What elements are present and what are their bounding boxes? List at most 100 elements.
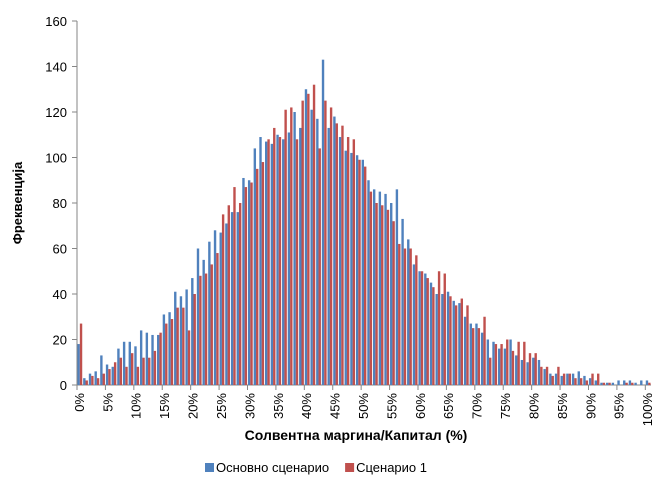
bar: [526, 362, 529, 385]
bar: [233, 187, 236, 385]
bar: [463, 316, 467, 385]
bar: [628, 380, 632, 385]
bar: [395, 189, 399, 385]
bar: [261, 162, 265, 385]
bar: [290, 107, 293, 385]
bar: [225, 223, 228, 385]
legend-swatch: [345, 463, 355, 472]
bar: [159, 332, 162, 385]
x-tick-label: 50%: [356, 393, 371, 419]
bar: [460, 298, 464, 385]
bar: [176, 307, 179, 385]
x-tick-label: 80%: [526, 393, 541, 419]
legend-label: Основно сценарио: [216, 460, 329, 475]
bar: [282, 139, 285, 385]
bar: [182, 307, 185, 385]
x-tick-label: 5%: [100, 393, 115, 412]
bar: [162, 314, 166, 385]
bar: [276, 134, 279, 385]
x-tick-label: 0%: [72, 393, 87, 412]
bar: [179, 296, 183, 385]
bar: [102, 373, 105, 385]
bar: [358, 159, 361, 385]
bar: [219, 232, 222, 385]
bar: [449, 296, 452, 385]
bar: [185, 289, 188, 385]
x-tick-label: 35%: [271, 393, 286, 419]
bar: [594, 380, 598, 385]
bar: [557, 366, 560, 385]
bar: [204, 273, 208, 385]
y-tick-label: 120: [45, 105, 67, 120]
bar: [338, 137, 342, 385]
x-tick-label: 65%: [441, 393, 456, 419]
bar: [148, 357, 151, 385]
x-tick-label: 90%: [583, 393, 598, 419]
bar: [407, 239, 410, 385]
bar: [435, 294, 438, 385]
bar: [250, 182, 253, 385]
bar: [136, 366, 140, 385]
x-tick-label: 40%: [299, 393, 314, 419]
bar: [611, 382, 615, 385]
x-tick-label: 85%: [555, 393, 570, 419]
bar: [170, 319, 174, 385]
bar: [458, 303, 461, 385]
bar: [301, 100, 304, 385]
x-tick-label: 55%: [384, 393, 399, 419]
bar: [151, 334, 154, 385]
bar: [486, 339, 490, 385]
bar: [165, 323, 168, 385]
bar: [130, 353, 134, 385]
bar: [157, 334, 160, 385]
bar: [648, 382, 651, 385]
bar: [562, 373, 566, 385]
bar: [429, 282, 433, 385]
bar: [532, 357, 535, 385]
y-tick-label: 140: [45, 60, 67, 75]
bar: [333, 116, 336, 386]
bar: [489, 357, 492, 385]
bar: [534, 353, 537, 385]
bar: [602, 382, 606, 385]
bar: [537, 359, 541, 385]
bar: [113, 362, 117, 385]
bar: [145, 332, 149, 385]
bar: [432, 287, 435, 385]
bar: [506, 339, 509, 385]
bar: [355, 155, 359, 385]
bar: [191, 278, 194, 385]
bar: [401, 218, 404, 385]
bar: [623, 380, 626, 385]
x-tick-label: 60%: [413, 393, 428, 419]
bar: [210, 264, 213, 385]
bar: [259, 137, 262, 385]
x-tick-label: 45%: [328, 393, 343, 419]
bar: [270, 143, 274, 385]
bar: [117, 348, 120, 385]
bar: [293, 112, 296, 385]
bar: [412, 264, 416, 385]
bar: [392, 221, 395, 385]
bar: [79, 323, 83, 385]
bar: [361, 159, 364, 385]
bar: [267, 139, 270, 385]
bar: [77, 344, 80, 385]
bar: [324, 100, 327, 385]
x-tick-label: 10%: [129, 393, 144, 419]
bar: [509, 339, 512, 385]
bar: [390, 203, 393, 385]
bar: [350, 152, 353, 385]
bar: [372, 189, 376, 385]
bar: [111, 366, 114, 385]
bar: [227, 205, 230, 385]
bar: [216, 253, 219, 385]
bar: [441, 294, 444, 385]
bar: [96, 378, 100, 385]
bar: [409, 248, 412, 385]
bar: [295, 139, 299, 385]
y-tick-label: 0: [60, 378, 67, 393]
bar: [386, 209, 390, 385]
y-tick-label: 80: [53, 196, 67, 211]
bar: [105, 364, 109, 385]
